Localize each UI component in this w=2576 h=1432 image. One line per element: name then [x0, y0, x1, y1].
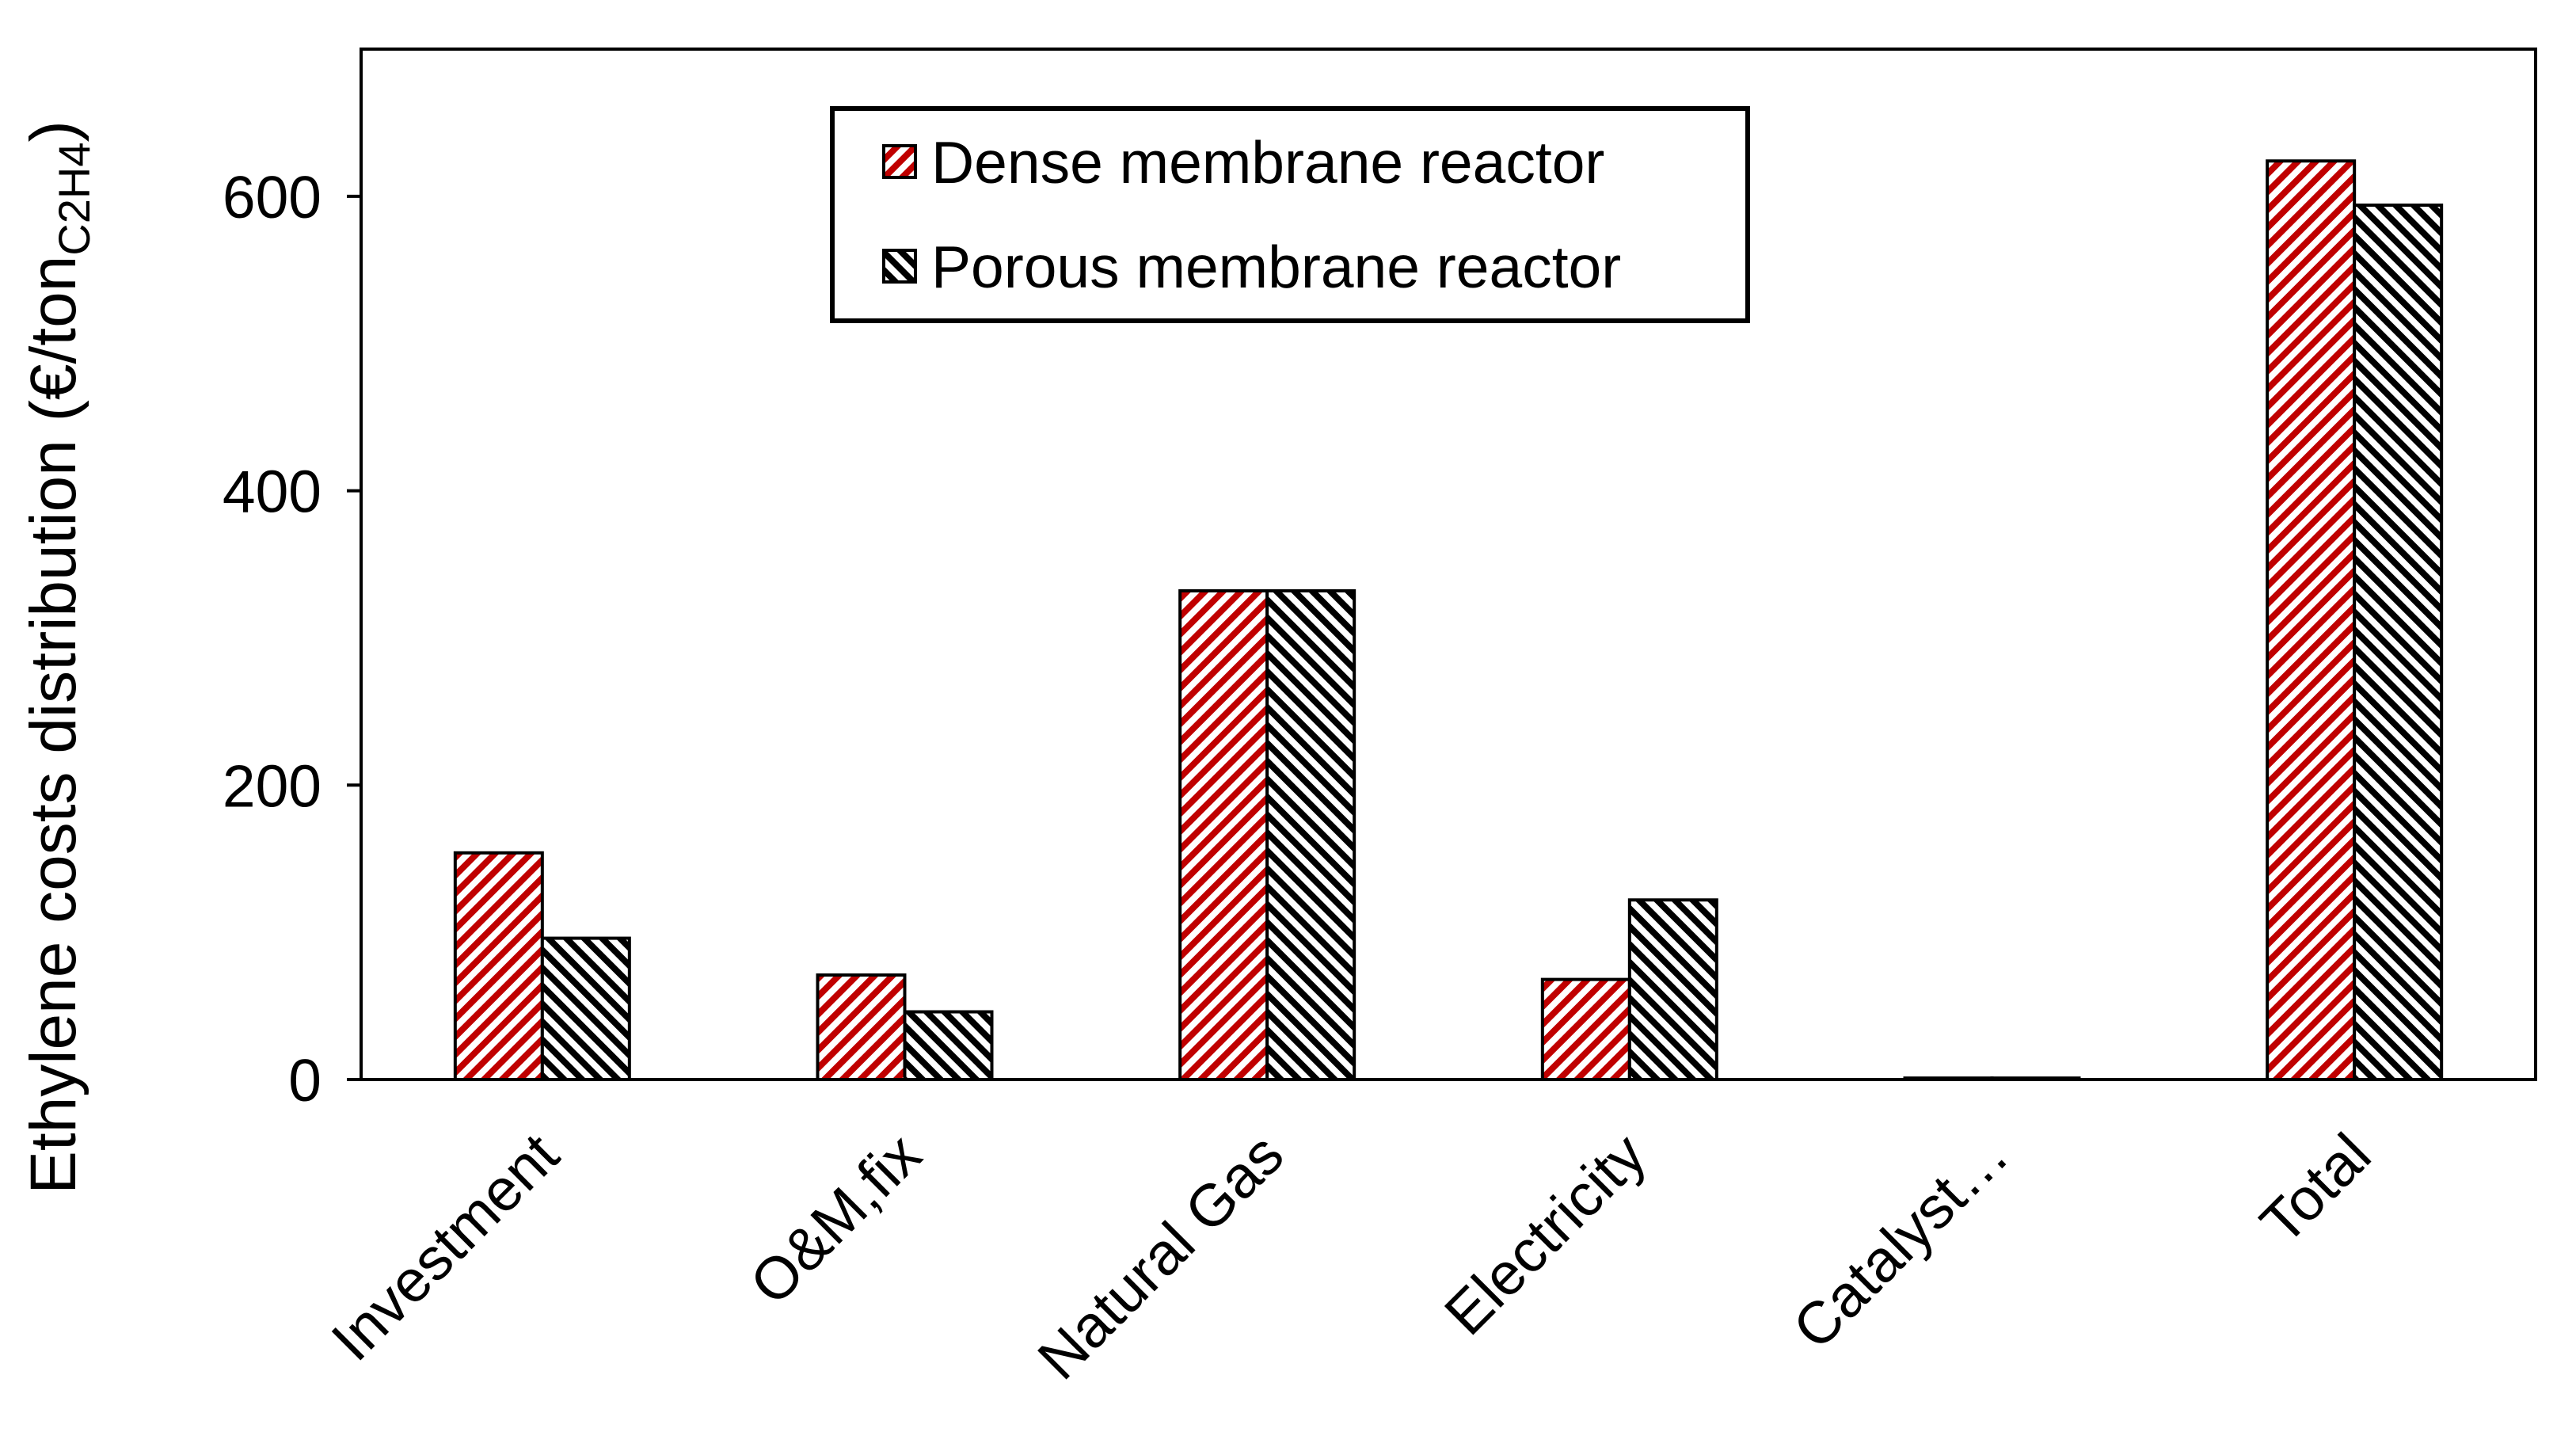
bar — [1540, 977, 1631, 1082]
bar — [1990, 1076, 2081, 1082]
bar — [1903, 1076, 1994, 1082]
y-axis-label: Ethylene costs distribution (€/tonC2H4) — [17, 120, 99, 1194]
legend-swatch — [882, 144, 917, 179]
legend-label: Dense membrane reactor — [931, 129, 1604, 196]
bar — [2353, 204, 2444, 1082]
legend-swatch — [882, 249, 917, 284]
y-tick-label: 0 — [288, 1047, 322, 1114]
x-tick-label: Electricity — [1432, 1121, 1659, 1348]
y-axis-label-suffix: ) — [17, 120, 89, 142]
legend-box — [830, 106, 1750, 323]
bar — [540, 936, 631, 1081]
y-axis-label-subscript: C2H4 — [49, 143, 99, 256]
bar — [453, 851, 544, 1082]
x-tick-label: Catalyst… — [1780, 1121, 2021, 1362]
bar — [2266, 159, 2357, 1081]
plot-frame — [360, 48, 2537, 1081]
y-tick-label: 200 — [223, 752, 322, 819]
x-tick-label: Natural Gas — [1025, 1121, 1296, 1392]
y-tick-label: 600 — [223, 164, 322, 230]
bar — [816, 973, 907, 1081]
bar — [1178, 588, 1269, 1081]
x-tick-label: O&M,fix — [737, 1121, 934, 1317]
bar — [1627, 898, 1718, 1081]
x-tick-label: Total — [2247, 1121, 2383, 1256]
bar — [903, 1010, 994, 1082]
y-tick-label: 400 — [223, 459, 322, 525]
bar — [1265, 588, 1356, 1081]
legend-label: Porous membrane reactor — [931, 234, 1621, 300]
y-axis-label-text: Ethylene costs distribution (€/ton — [17, 256, 89, 1194]
x-tick-label: Investment — [318, 1121, 571, 1373]
